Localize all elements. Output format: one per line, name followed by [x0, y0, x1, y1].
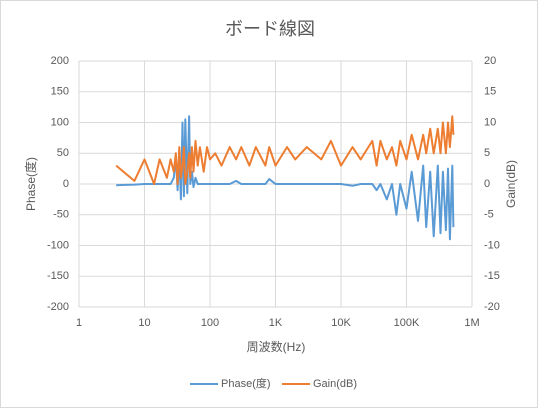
chart-title: ボード線図: [225, 19, 315, 39]
y2-tick-label: 5: [484, 147, 490, 159]
y-tick-label: 100: [51, 116, 69, 128]
y2-tick-label: -5: [484, 209, 494, 221]
y-tick-label: 200: [51, 55, 69, 67]
y-tick-label: 50: [57, 147, 69, 159]
y2-tick-label: 0: [484, 178, 490, 190]
x-tick-label: 100: [201, 317, 219, 329]
y-tick-label: 150: [51, 86, 69, 98]
x-axis-label: 周波数(Hz): [247, 339, 306, 354]
y2-tick-label: -10: [484, 239, 500, 251]
y2-tick-label: -15: [484, 270, 500, 282]
x-tick-label: 1K: [269, 317, 283, 329]
y-tick-label: -150: [47, 270, 69, 282]
legend-label: Phase(度): [221, 376, 271, 390]
y2-tick-label: -20: [484, 301, 500, 313]
x-tick-label: 1: [76, 317, 82, 329]
data-line: [115, 115, 455, 185]
y-axis-label: Phase(度): [23, 157, 38, 211]
y2-axis-label: Gain(dB): [504, 160, 518, 208]
x-tick-label: 1M: [464, 317, 479, 329]
legend-label: Gain(dB): [313, 378, 357, 390]
y2-tick-label: 20: [484, 55, 496, 67]
x-tick-label: 10K: [331, 317, 351, 329]
y-tick-label: -50: [53, 209, 69, 221]
data-line: [116, 115, 455, 241]
y-tick-label: 0: [63, 178, 69, 190]
y-tick-label: -100: [47, 239, 69, 251]
y2-tick-label: 15: [484, 86, 496, 98]
y2-tick-label: 10: [484, 116, 496, 128]
y-tick-label: -200: [47, 301, 69, 313]
x-tick-label: 100K: [394, 317, 420, 329]
x-tick-label: 10: [138, 317, 150, 329]
